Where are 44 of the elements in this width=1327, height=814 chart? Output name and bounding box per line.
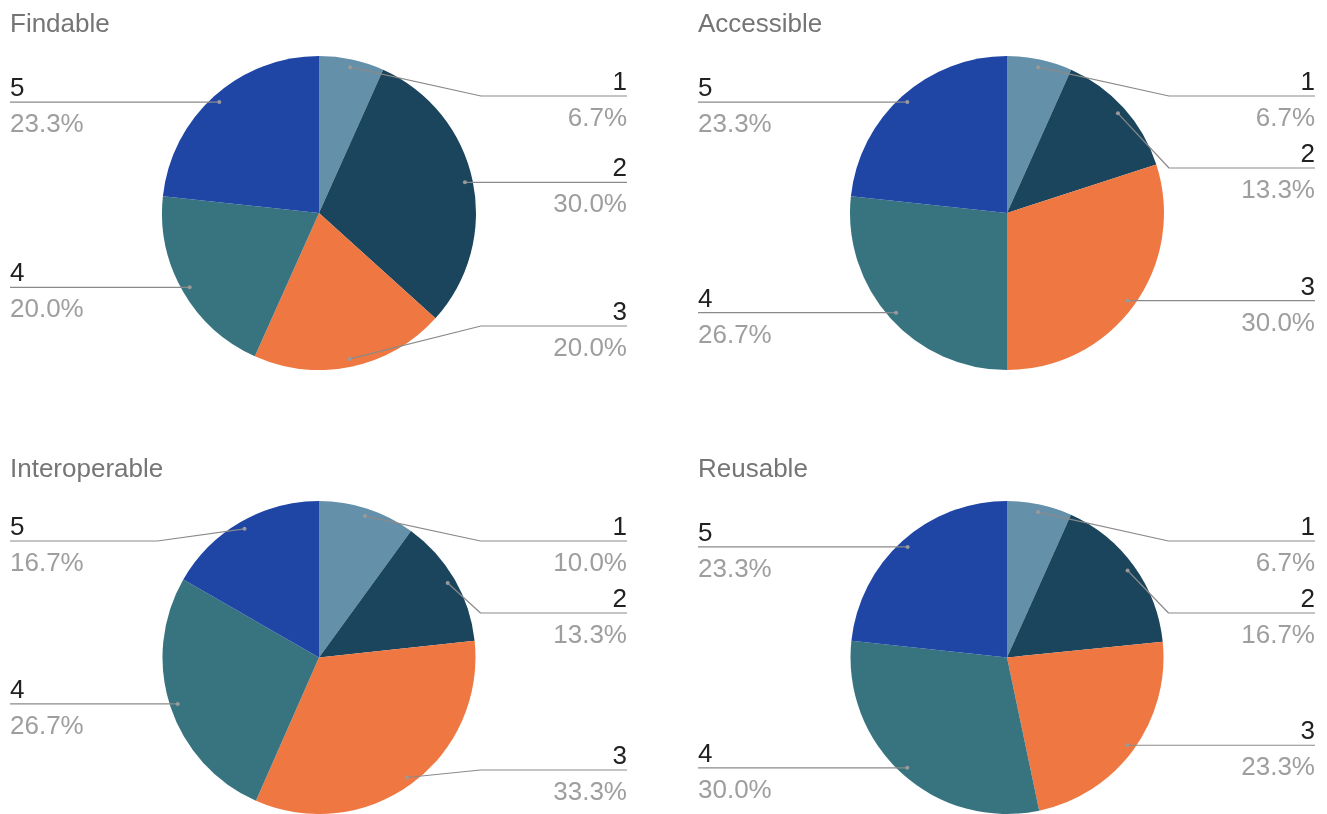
data-label: 10.0% bbox=[553, 547, 627, 577]
slice-label: 1 bbox=[1300, 66, 1315, 96]
slice-label: 1 bbox=[612, 511, 627, 541]
data-label: 33.3% bbox=[553, 776, 627, 806]
data-label: 30.0% bbox=[553, 188, 627, 219]
slice-label: 4 bbox=[698, 282, 713, 313]
slice-label: 5 bbox=[10, 511, 25, 541]
data-label: 6.7% bbox=[1255, 547, 1315, 577]
data-label: 23.3% bbox=[698, 108, 772, 139]
chart-title: Reusable bbox=[698, 453, 808, 483]
slice-label: 2 bbox=[612, 152, 627, 183]
slice-label: 3 bbox=[1300, 270, 1315, 301]
data-label: 20.0% bbox=[10, 293, 84, 324]
chart-title: Accessible bbox=[698, 8, 823, 38]
slice-label: 2 bbox=[1300, 138, 1315, 168]
data-label: 23.3% bbox=[10, 108, 84, 139]
data-label: 26.7% bbox=[698, 318, 772, 349]
data-label: 26.7% bbox=[10, 709, 84, 740]
slice-label: 2 bbox=[1300, 583, 1315, 613]
slice-label: 1 bbox=[1300, 511, 1315, 541]
data-label: 6.7% bbox=[567, 102, 627, 132]
slice-label: 3 bbox=[612, 740, 627, 770]
data-label: 16.7% bbox=[1241, 619, 1315, 649]
slice-label: 4 bbox=[10, 673, 25, 704]
data-label: 30.0% bbox=[1241, 306, 1315, 337]
data-label: 20.0% bbox=[553, 332, 627, 362]
slice-label: 4 bbox=[698, 737, 713, 768]
chart-title: Interoperable bbox=[10, 453, 164, 483]
data-label: 6.7% bbox=[1255, 102, 1315, 132]
data-label: 13.3% bbox=[553, 619, 627, 649]
data-label: 16.7% bbox=[10, 547, 84, 577]
data-label: 30.0% bbox=[698, 773, 772, 804]
slice-label: 3 bbox=[1300, 715, 1315, 746]
slice-label: 2 bbox=[612, 583, 627, 613]
slice-label: 1 bbox=[612, 66, 627, 96]
data-label: 23.3% bbox=[698, 552, 772, 583]
slice-label: 3 bbox=[612, 296, 627, 326]
slice-label: 5 bbox=[10, 72, 25, 103]
chart-title: Findable bbox=[10, 8, 110, 38]
slice-label: 5 bbox=[698, 72, 713, 103]
data-label: 13.3% bbox=[1241, 174, 1315, 204]
slice-label: 5 bbox=[698, 516, 713, 547]
data-label: 23.3% bbox=[1241, 751, 1315, 782]
slice-label: 4 bbox=[10, 257, 25, 288]
